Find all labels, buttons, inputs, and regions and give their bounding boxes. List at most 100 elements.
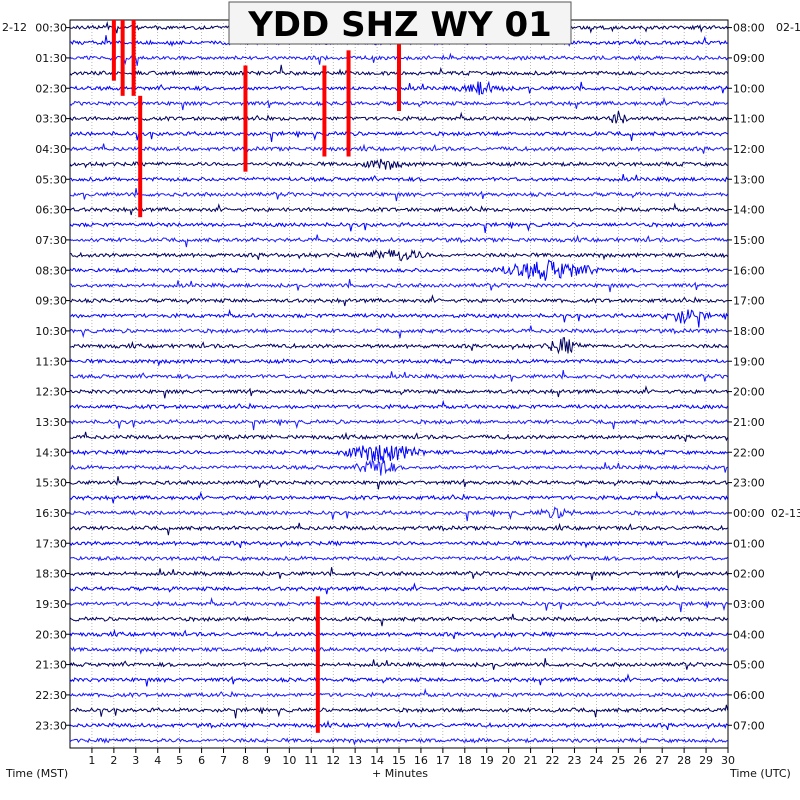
left-time-label: 12:30 [35,386,67,399]
right-time-label: 11:00 [733,113,765,126]
seismic-trace [69,658,728,670]
left-time-label: 22:30 [35,689,67,702]
seismic-trace [69,221,728,233]
x-tick-label: 26 [633,754,647,767]
x-tick-label: 2 [110,754,117,767]
right-time-label: 06:00 [733,689,765,702]
right-time-label: 23:00 [733,477,765,490]
left-time-label: 08:30 [35,264,67,277]
seismic-trace [69,476,728,490]
right-labels: 08:00 09:00 10:00 11:00 12:00 13:00 14:00 15:00… [728,22,800,732]
left-time-label: 10:30 [35,325,67,338]
left-time-label: 06:30 [35,204,67,217]
seismic-trace [69,704,729,719]
right-time-label: 18:00 [733,325,765,338]
left-time-label: 04:30 [35,143,67,156]
clipped-event-marker [138,95,143,218]
right-time-label: 22:00 [733,446,765,459]
seismic-trace [69,418,729,431]
right-time-label: 07:00 [733,719,765,732]
right-time-label: 19:00 [733,355,765,368]
seismic-trace [70,173,729,183]
seismic-trace [69,325,728,339]
seismic-trace [70,567,729,581]
left-time-label: 21:30 [35,659,67,672]
seismic-trace [69,202,728,216]
seismic-trace [69,337,729,355]
right-time-label: 08:00 [733,22,765,35]
x-tick-label: 14 [370,754,384,767]
left-time-label: 17:30 [35,537,67,550]
x-tick-label: 4 [154,754,161,767]
x-tick-label: 16 [414,754,428,767]
right-time-label: 15:00 [733,234,765,247]
left-time-label: 01:30 [35,52,67,65]
x-tick-label: 18 [458,754,472,767]
x-tick-label: 28 [677,754,691,767]
left-time-label: 05:30 [35,173,67,186]
x-tick-label: 7 [220,754,227,767]
clipped-event-marker [111,20,116,81]
x-tick-label: 8 [242,754,249,767]
right-time-label: 09:00 [733,52,765,65]
left-time-label: 16:30 [35,507,67,520]
left-time-label: 20:30 [35,628,67,641]
right-axis-title: Time (UTC) [729,767,791,780]
seismic-trace [69,143,728,154]
seismic-trace [69,259,728,281]
seismic-trace [69,596,728,613]
x-tick-label: 10 [282,754,296,767]
x-tick-label: 22 [546,754,560,767]
seismic-trace [69,385,729,399]
seismic-trace [69,279,728,293]
seismic-trace [69,719,728,731]
seismic-trace [69,358,728,367]
seismic-trace [69,370,728,382]
left-time-label: 19:30 [35,598,67,611]
x-tick-label: 21 [524,754,538,767]
right-time-label: 12:00 [733,143,765,156]
seismic-trace [69,582,728,595]
left-time-label: 02:30 [35,82,67,95]
trace-layer [69,21,729,746]
grid-layer [91,20,707,748]
seismic-trace [69,234,729,248]
left-time-label: 14:30 [35,446,67,459]
x-tick-label: 27 [655,754,669,767]
right-time-label: 21:00 [733,416,765,429]
x-tick-label: 25 [611,754,625,767]
x-tick-label: 29 [699,754,713,767]
right-time-label: 17:00 [733,295,765,308]
tick-layer: 1 2 3 4 5 6 7 8 9 10 11 12 13 14 15 16 17 18 19 20 21 22 23 24 2… [88,748,735,767]
x-tick-label: 24 [589,754,603,767]
x-tick-label: 11 [304,754,318,767]
title-box [228,1,572,45]
clipped-event-marker [315,596,320,733]
seismic-trace [69,490,729,504]
right-time-label: 05:00 [733,659,765,672]
x-tick-label: 6 [198,754,205,767]
x-tick-label: 17 [436,754,450,767]
left-labels: 00:30 01:30 02:30 03:30 04:30 05:30 06:30 07:30… [35,22,70,732]
seismic-trace [69,628,729,640]
seismic-trace [69,540,728,549]
left-time-label: 03:30 [35,113,67,126]
seismic-trace [69,158,728,170]
seismic-trace [69,554,728,562]
left-date-label: 2-12 [2,21,27,34]
clipped-event-marker [243,65,248,172]
clip-layer [111,20,401,733]
left-time-label: 11:30 [35,355,67,368]
x-tick-label: 1 [88,754,95,767]
seismic-trace [69,687,729,699]
x-tick-label: 13 [348,754,362,767]
seismic-trace [69,613,729,627]
right-time-label: 13:00 [733,173,765,186]
seismic-trace [69,188,729,202]
left-time-label: 09:30 [35,295,67,308]
right-time-label: 10:00 [733,82,765,95]
left-time-label: 23:30 [35,719,67,732]
seismic-trace [69,308,729,328]
x-tick-label: 5 [176,754,183,767]
seismic-trace [69,110,729,124]
